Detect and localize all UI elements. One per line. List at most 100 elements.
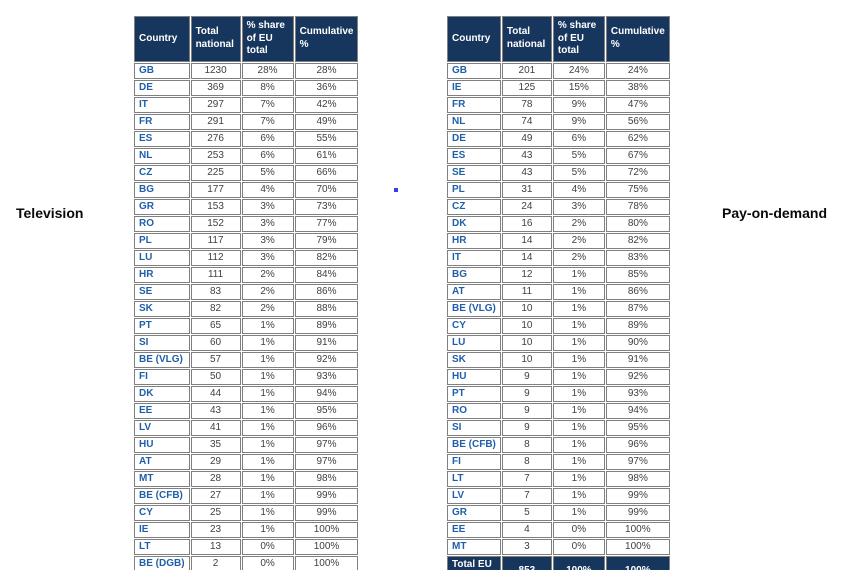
country-cell: DE: [447, 130, 501, 147]
value-cell: 1%: [241, 487, 294, 504]
value-cell: 77%: [294, 215, 359, 232]
table-row: SE 83 2% 86%: [134, 283, 359, 300]
value-cell: 43: [501, 164, 552, 181]
table-row: AT 29 1% 97%: [134, 453, 359, 470]
value-cell: 153: [190, 198, 241, 215]
value-cell: 89%: [294, 317, 359, 334]
country-cell: FI: [134, 368, 190, 385]
value-cell: 66%: [294, 164, 359, 181]
value-cell: 82: [190, 300, 241, 317]
table-row: IT 14 2% 83%: [447, 249, 670, 266]
country-cell: RO: [134, 215, 190, 232]
value-cell: 92%: [294, 351, 359, 368]
value-cell: 1%: [241, 402, 294, 419]
value-cell: 74: [501, 113, 552, 130]
value-cell: 12: [501, 266, 552, 283]
value-cell: 1%: [552, 504, 605, 521]
value-cell: 43: [190, 402, 241, 419]
table-row: BE (CFB) 8 1% 96%: [447, 436, 670, 453]
value-cell: 24: [501, 198, 552, 215]
country-cell: DK: [134, 385, 190, 402]
value-cell: 86%: [605, 283, 670, 300]
table-row: PT 9 1% 93%: [447, 385, 670, 402]
country-cell: HU: [134, 436, 190, 453]
value-cell: 72%: [605, 164, 670, 181]
television-table: Country Total national% share of EU total…: [133, 15, 360, 570]
column-header-1: Total national: [501, 16, 552, 62]
value-cell: 1%: [241, 334, 294, 351]
value-cell: 80%: [605, 215, 670, 232]
value-cell: 95%: [294, 402, 359, 419]
value-cell: 16: [501, 215, 552, 232]
table-row: BE (CFB) 27 1% 99%: [134, 487, 359, 504]
value-cell: 36%: [294, 79, 359, 96]
value-cell: 96%: [605, 436, 670, 453]
value-cell: 24%: [552, 62, 605, 79]
value-cell: 95%: [605, 419, 670, 436]
table-row: NL 253 6% 61%: [134, 147, 359, 164]
value-cell: 291: [190, 113, 241, 130]
value-cell: 41: [190, 419, 241, 436]
value-cell: 9: [501, 368, 552, 385]
value-cell: 7%: [241, 96, 294, 113]
column-header-2: % share of EU total: [241, 16, 294, 62]
value-cell: 4%: [552, 181, 605, 198]
value-cell: 1%: [241, 521, 294, 538]
value-cell: 90%: [605, 334, 670, 351]
column-header-0: Country: [134, 16, 190, 62]
table-row: FR 78 9% 47%: [447, 96, 670, 113]
value-cell: 1%: [552, 283, 605, 300]
column-header-3: Cumulative %: [605, 16, 670, 62]
country-cell: HR: [134, 266, 190, 283]
column-header-0: Country: [447, 16, 501, 62]
table-row: SI 60 1% 91%: [134, 334, 359, 351]
value-cell: 10: [501, 334, 552, 351]
value-cell: 28%: [294, 62, 359, 79]
table-row: ES 43 5% 67%: [447, 147, 670, 164]
table-row: DK 44 1% 94%: [134, 385, 359, 402]
table-row: CZ 24 3% 78%: [447, 198, 670, 215]
value-cell: 28%: [241, 62, 294, 79]
value-cell: 62%: [605, 130, 670, 147]
value-cell: 49%: [294, 113, 359, 130]
country-cell: DK: [447, 215, 501, 232]
value-cell: 10: [501, 300, 552, 317]
table-row: HR 111 2% 84%: [134, 266, 359, 283]
country-cell: LV: [134, 419, 190, 436]
country-cell: RO: [447, 402, 501, 419]
value-cell: 25: [190, 504, 241, 521]
value-cell: 93%: [605, 385, 670, 402]
table-row: PL 31 4% 75%: [447, 181, 670, 198]
value-cell: 67%: [605, 147, 670, 164]
left-table-title: Television: [16, 205, 84, 221]
table-row: FR 291 7% 49%: [134, 113, 359, 130]
header-row: Country Total national% share of EU total…: [134, 16, 359, 62]
value-cell: 112: [190, 249, 241, 266]
value-cell: 1%: [241, 504, 294, 521]
total-value-cell: 100%: [605, 555, 670, 570]
value-cell: 7%: [241, 113, 294, 130]
value-cell: 369: [190, 79, 241, 96]
country-cell: MT: [447, 538, 501, 555]
value-cell: 24%: [605, 62, 670, 79]
table-row: SI 9 1% 95%: [447, 419, 670, 436]
country-cell: AT: [447, 283, 501, 300]
table-row: LT 7 1% 98%: [447, 470, 670, 487]
country-cell: FR: [134, 113, 190, 130]
total-value-cell: 853: [501, 555, 552, 570]
value-cell: 100%: [605, 538, 670, 555]
value-cell: 44: [190, 385, 241, 402]
value-cell: 65: [190, 317, 241, 334]
country-cell: BG: [447, 266, 501, 283]
value-cell: 9: [501, 402, 552, 419]
country-cell: ES: [447, 147, 501, 164]
value-cell: 3: [501, 538, 552, 555]
value-cell: 89%: [605, 317, 670, 334]
value-cell: 3%: [241, 198, 294, 215]
value-cell: 73%: [294, 198, 359, 215]
value-cell: 1230: [190, 62, 241, 79]
value-cell: 111: [190, 266, 241, 283]
value-cell: 3%: [241, 215, 294, 232]
table-row: DK 16 2% 80%: [447, 215, 670, 232]
